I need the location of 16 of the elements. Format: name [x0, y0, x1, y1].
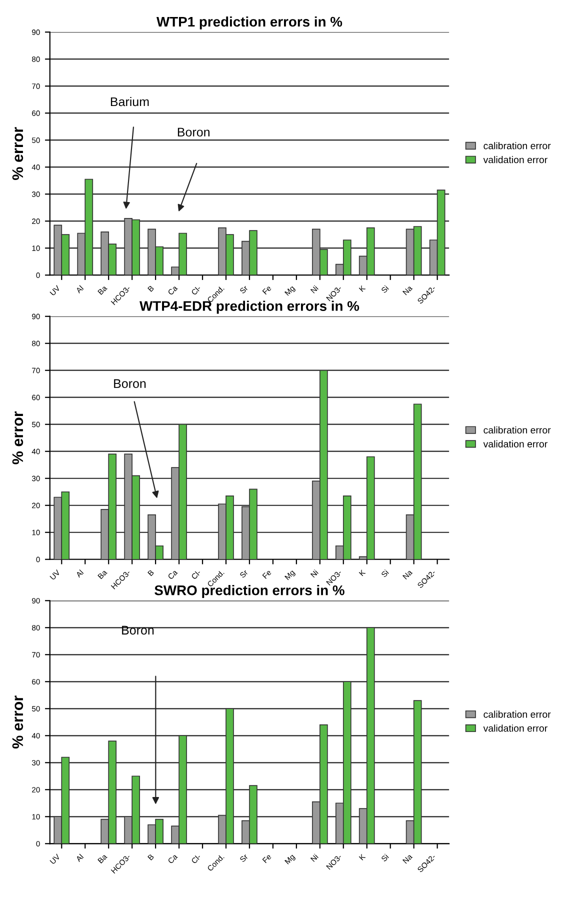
chart-title: WTP4-EDR prediction errors in % — [140, 300, 360, 314]
y-axis-title: % error — [12, 127, 24, 180]
legend-label: validation error — [483, 156, 548, 164]
annotation: Boron — [122, 626, 154, 635]
y-axis-title: % error — [12, 696, 24, 749]
legend-label: validation error — [483, 724, 548, 732]
chart-title: WTP1 prediction errors in % — [156, 16, 342, 30]
legend-label: calibration error — [484, 142, 551, 150]
chart-title: SWRO prediction errors in % — [154, 585, 344, 598]
legend-label: calibration error — [484, 426, 551, 434]
legend-label: validation error — [483, 440, 548, 448]
legend-label: calibration error — [484, 710, 551, 718]
annotation: Boron — [114, 379, 146, 388]
y-axis-title: % error — [12, 411, 24, 464]
annotation: Boron — [178, 128, 210, 137]
annotation: Barium — [110, 96, 149, 106]
